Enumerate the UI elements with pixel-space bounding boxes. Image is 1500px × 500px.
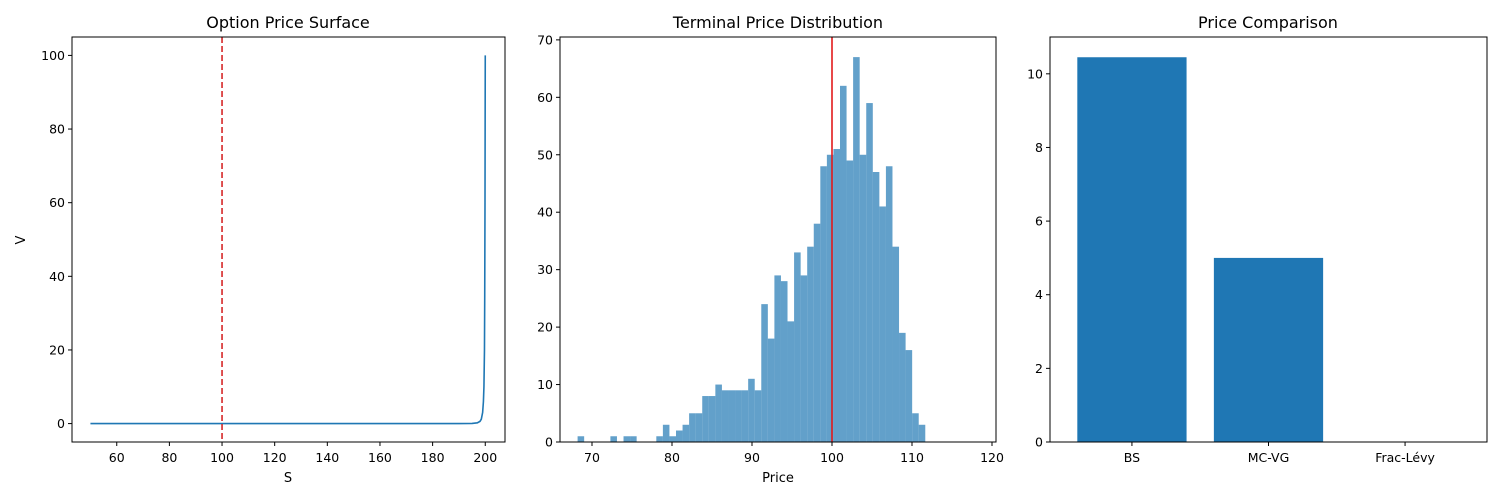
terminal-distribution-ytick-label: 10 <box>537 377 553 392</box>
histogram-bar <box>853 57 860 442</box>
terminal-distribution-panel: Terminal Price Distribution Price 70 80 90… <box>537 13 1004 486</box>
option-price-xtick-label: 180 <box>421 450 445 465</box>
terminal-distribution-ytick-label: 30 <box>537 262 553 277</box>
terminal-distribution-axes-frame <box>559 36 997 443</box>
option-price-title: Option Price Surface <box>206 13 370 32</box>
histogram-bar <box>846 160 854 443</box>
price-comparison-ytick-label: 2 <box>1035 361 1043 376</box>
terminal-distribution-title: Terminal Price Distribution <box>672 13 883 32</box>
histogram-bar <box>728 390 736 442</box>
price-comparison-category-label: Frac-Lévy <box>1375 450 1435 465</box>
histogram-bar <box>794 252 801 442</box>
option-price-axes-frame <box>71 36 506 443</box>
price-comparison-panel: Price Comparison BS MC-VG Frac-Lévy 0 2 4 6 8 10 <box>1027 13 1488 465</box>
histogram-bar <box>708 396 716 442</box>
option-price-xlabel: S <box>284 471 292 486</box>
terminal-distribution-xtick-label: 70 <box>584 450 600 465</box>
histogram-bar <box>807 246 814 442</box>
histogram-bar <box>682 424 690 442</box>
option-price-ytick-label: 40 <box>49 269 65 284</box>
terminal-distribution-ytick-label: 50 <box>537 147 553 162</box>
histogram-bar <box>899 332 906 442</box>
terminal-distribution-ytick-label: 20 <box>537 320 553 335</box>
histogram-bar <box>780 281 788 442</box>
histogram-bar <box>767 338 775 442</box>
histogram-bar <box>787 321 795 442</box>
terminal-distribution-xtick-label: 90 <box>744 450 760 465</box>
histogram-bar <box>735 390 742 442</box>
histogram-bar <box>885 166 893 443</box>
histogram-bar <box>748 378 755 442</box>
price-comparison-ytick-label: 10 <box>1027 66 1043 81</box>
option-price-xtick-label: 80 <box>161 450 177 465</box>
option-price-ytick-label: 0 <box>57 416 65 431</box>
option-price-panel: Option Price Surface S V 60 80 100 120 140 16… <box>14 13 506 486</box>
terminal-distribution-xlabel: Price <box>762 471 794 486</box>
option-price-ytick-label: 20 <box>49 342 65 357</box>
option-price-ytick-label: 100 <box>41 48 65 63</box>
option-price-xtick-label: 200 <box>473 450 497 465</box>
histogram-bar <box>905 350 913 442</box>
histogram-bar <box>610 436 617 442</box>
terminal-distribution-xtick-label: 100 <box>820 450 844 465</box>
price-comparison-title: Price Comparison <box>1198 13 1338 32</box>
histogram-bar <box>702 396 709 442</box>
price-comparison-ytick-label: 4 <box>1035 287 1043 302</box>
histogram-bar <box>826 154 834 442</box>
histogram-bar <box>840 85 847 443</box>
histogram-bar <box>715 384 722 442</box>
histogram-bar <box>754 390 762 442</box>
histogram-bar <box>859 154 867 442</box>
price-comparison-ytick-label: 0 <box>1035 435 1043 450</box>
terminal-distribution-ytick-label: 40 <box>537 205 553 220</box>
comparison-bar <box>1077 57 1187 442</box>
histogram-bar <box>695 413 703 442</box>
option-price-xtick-label: 120 <box>263 450 287 465</box>
price-comparison-category-label: MC-VG <box>1248 450 1290 465</box>
histogram-bar <box>669 436 676 442</box>
price-comparison-ytick-label: 6 <box>1035 214 1043 229</box>
histogram-bar <box>623 436 631 442</box>
price-comparison-ytick-label: 8 <box>1035 140 1043 155</box>
option-price-line <box>90 55 487 425</box>
terminal-distribution-xtick-label: 80 <box>664 450 680 465</box>
histogram-bar <box>721 390 729 442</box>
option-price-xtick-label: 140 <box>315 450 339 465</box>
option-price-xtick-label: 160 <box>368 450 392 465</box>
histogram-bar <box>577 436 585 442</box>
histogram-bar <box>689 413 696 442</box>
histogram-bar <box>820 166 827 443</box>
option-price-ylabel: V <box>14 235 29 244</box>
histogram-bar <box>662 424 670 442</box>
terminal-distribution-xtick-label: 110 <box>900 450 924 465</box>
terminal-distribution-ytick-label: 70 <box>537 32 553 47</box>
option-price-ytick-label: 60 <box>49 195 65 210</box>
price-comparison-category-label: BS <box>1124 450 1140 465</box>
histogram-bar <box>872 172 880 442</box>
histogram-bar <box>741 390 749 442</box>
terminal-distribution-ytick-label: 0 <box>545 435 553 450</box>
histogram-bar <box>892 246 900 442</box>
histogram-bar <box>774 275 781 442</box>
option-price-ytick-label: 80 <box>49 122 65 137</box>
terminal-distribution-ytick-label: 60 <box>537 90 553 105</box>
option-price-xtick-label: 100 <box>210 450 234 465</box>
price-comparison-axes-frame <box>1049 36 1488 443</box>
histogram-bar <box>879 206 886 442</box>
histogram-bar <box>813 223 821 442</box>
histogram-bar <box>918 424 926 442</box>
histogram-bar <box>761 304 768 442</box>
histogram-bar <box>656 436 663 442</box>
comparison-bar <box>1213 257 1324 442</box>
histogram-bar <box>833 149 840 442</box>
terminal-distribution-xtick-label: 120 <box>980 450 1004 465</box>
histogram-bar <box>800 275 808 442</box>
histogram-bar <box>630 436 637 442</box>
histogram-bar <box>676 430 683 442</box>
histogram-bar <box>866 103 873 442</box>
histogram-bar <box>912 413 919 442</box>
option-price-xtick-label: 60 <box>109 450 125 465</box>
